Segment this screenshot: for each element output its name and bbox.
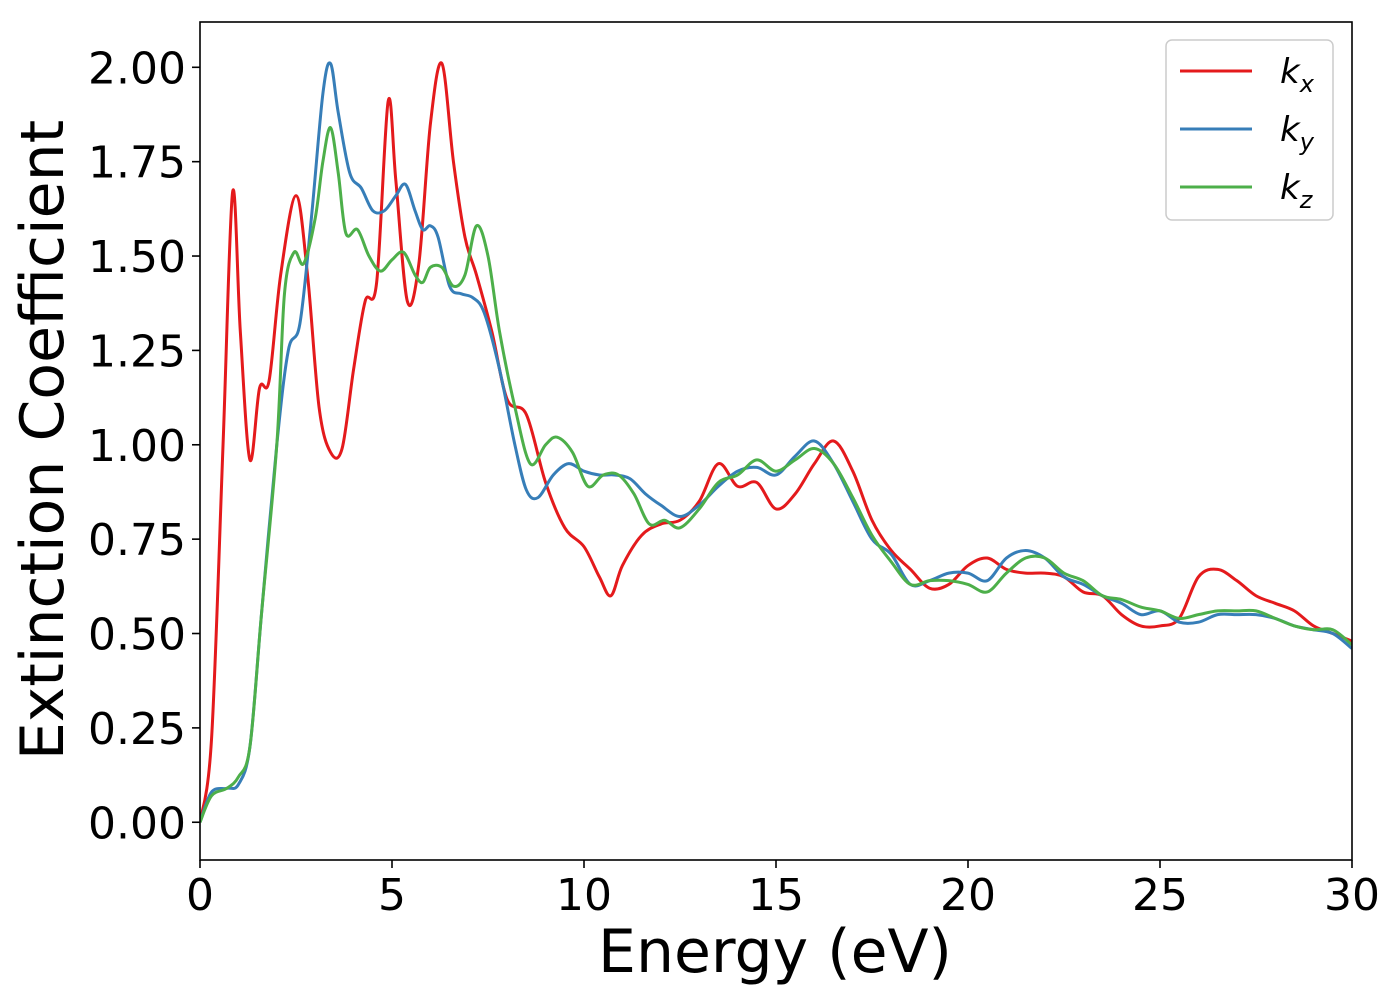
y-tick-label: 0.75 bbox=[88, 515, 186, 566]
x-axis-ticks: 0 5 10 15 20 25 30 bbox=[186, 860, 1380, 921]
y-axis-title: Extinction Coefficient bbox=[8, 120, 78, 760]
x-tick-label: 20 bbox=[940, 870, 996, 921]
y-tick-label: 0.50 bbox=[88, 610, 186, 661]
x-tick-label: 15 bbox=[748, 870, 804, 921]
y-tick-label: 1.75 bbox=[88, 138, 186, 189]
legend-label-z: kz bbox=[1280, 168, 1314, 214]
legend-label-x: kx bbox=[1280, 52, 1315, 98]
x-tick-label: 25 bbox=[1132, 870, 1188, 921]
x-axis-title: Energy (eV) bbox=[598, 917, 952, 987]
legend-label-y: ky bbox=[1280, 110, 1315, 156]
y-axis-ticks: 0.00 0.25 0.50 0.75 1.00 1.25 1.50 1.75 2.00 bbox=[88, 43, 200, 849]
y-tick-label: 0.25 bbox=[88, 704, 186, 755]
legend: kx ky kz bbox=[1165, 39, 1334, 221]
x-tick-label: 0 bbox=[186, 870, 214, 921]
y-tick-label: 1.00 bbox=[88, 421, 186, 472]
x-tick-label: 30 bbox=[1324, 870, 1380, 921]
x-tick-label: 10 bbox=[556, 870, 612, 921]
x-tick-label: 5 bbox=[378, 870, 406, 921]
y-tick-label: 1.25 bbox=[88, 326, 186, 377]
y-tick-label: 1.50 bbox=[88, 232, 186, 283]
series-line-z bbox=[200, 126, 1352, 823]
y-tick-label: 0.00 bbox=[88, 798, 186, 849]
y-tick-label: 2.00 bbox=[88, 43, 186, 94]
